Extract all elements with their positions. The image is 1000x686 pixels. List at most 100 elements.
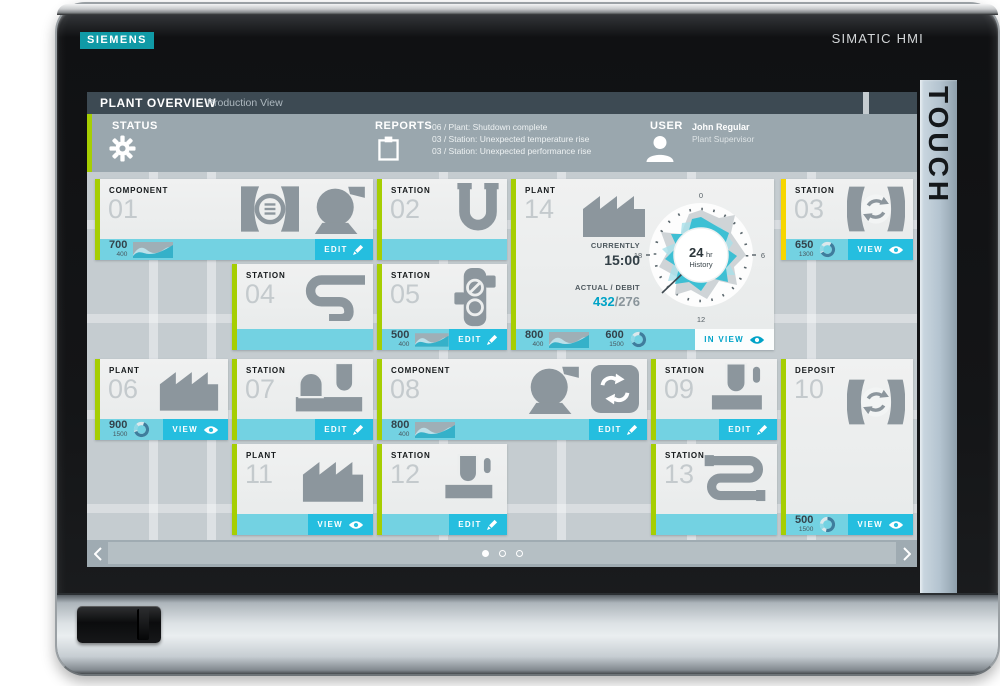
currently-label: CURRENTLY [590, 241, 640, 250]
person-icon[interactable] [644, 134, 676, 162]
view-button-label: VIEW [857, 245, 883, 254]
sparkline-chart [549, 331, 590, 348]
factory-icon [159, 372, 219, 411]
view-button[interactable]: VIEW [163, 419, 228, 440]
view-button[interactable]: VIEW [848, 514, 913, 535]
s-pipe-icon [305, 274, 365, 321]
tile-plant-06[interactable]: PLANT 06 900 1500 VIEW [95, 359, 228, 440]
tile-type-label: STATION [391, 451, 431, 460]
badge-value: 900 [109, 419, 128, 432]
view-button[interactable]: VIEW [848, 239, 913, 260]
user-role: Plant Supervisor [692, 134, 755, 144]
pagination-dot[interactable] [481, 550, 489, 557]
edit-button[interactable]: EDIT [589, 419, 647, 440]
edit-button[interactable]: EDIT [315, 419, 373, 440]
tile-type-label: PLANT [525, 186, 556, 195]
tile-station-09[interactable]: STATION 09 EDIT [651, 359, 777, 440]
factory-icon [302, 461, 364, 502]
tile-status-bar [656, 514, 777, 535]
header-bar: STATUS REPORTS [87, 114, 917, 172]
tile-component-01[interactable]: COMPONENT 01 700 [95, 179, 373, 260]
pencil-icon [486, 334, 497, 345]
view-button-label: VIEW [317, 520, 343, 529]
tile-number: 01 [108, 194, 139, 224]
tile-station-02[interactable]: STATION 02 [377, 179, 507, 260]
edit-button[interactable]: EDIT [315, 239, 373, 260]
clipboard-icon[interactable] [378, 136, 399, 161]
tile-station-05[interactable]: STATION 05 500 400 [377, 264, 507, 350]
report-item[interactable]: 03 / Station: Unexpected temperature ris… [432, 134, 590, 144]
value-badge: 600 1500 [605, 330, 623, 349]
report-item[interactable]: 03 / Station: Unexpected performance ris… [432, 146, 592, 156]
pencil-icon [486, 519, 497, 530]
tile-status-bar: 800 400 600 1500 IN VI [516, 329, 774, 350]
tile-number: 08 [390, 374, 421, 404]
tile-plant-11[interactable]: PLANT 11 VIEW [232, 444, 373, 535]
badge-sub: 400 [532, 341, 544, 349]
siemens-logo: SIEMENS [80, 32, 155, 49]
value-badge: 650 1300 [795, 240, 813, 259]
value-badge: 900 1500 [109, 420, 127, 439]
radar-clock-label: 18 [634, 251, 642, 260]
eye-icon [348, 520, 364, 529]
view-button[interactable]: VIEW [308, 514, 373, 535]
reports-label: REPORTS [375, 120, 433, 132]
next-page-button[interactable] [896, 540, 917, 567]
tile-number: 05 [390, 279, 421, 309]
pagination-dot[interactable] [515, 550, 523, 557]
tile-status-bar: EDIT [656, 419, 777, 440]
usb-cover[interactable] [77, 606, 161, 643]
tile-status-bar: 800 400 EDIT [382, 419, 647, 440]
edit-button[interactable]: EDIT [719, 419, 777, 440]
tile-station-07[interactable]: STATION 07 EDIT [232, 359, 373, 440]
edit-button[interactable]: EDIT [449, 514, 507, 535]
badge-value: 600 [605, 329, 624, 342]
tile-station-12[interactable]: STATION 12 EDIT [377, 444, 507, 535]
page-subtitle[interactable]: Production View [207, 97, 283, 109]
tile-station-13[interactable]: STATION 13 [651, 444, 777, 535]
prev-page-button[interactable] [87, 540, 108, 567]
edit-button[interactable]: EDIT [449, 329, 507, 350]
user-label: USER [650, 120, 683, 132]
pencil-icon [352, 244, 363, 255]
device-frame: SIEMENS SIMATIC HMI PLANT OVERVIEW Produ… [55, 2, 1000, 676]
edit-button-label: EDIT [598, 425, 622, 434]
tile-plant-14[interactable]: PLANT 14 CURRENTLY 15:00 ACTUAL / DEBIT … [511, 179, 774, 350]
tile-deposit-10[interactable]: DEPOSIT 10 500 1500 [781, 359, 913, 535]
tile-number: 14 [524, 194, 555, 224]
tile-station-04[interactable]: STATION 04 [232, 264, 373, 350]
gear-icon[interactable] [109, 135, 136, 162]
edit-button-label: EDIT [324, 245, 348, 254]
tile-status-bar: EDIT [237, 419, 373, 440]
tile-status-bar: EDIT [382, 514, 507, 535]
debit-value: /276 [614, 294, 640, 309]
chevron-right-icon [902, 546, 911, 561]
pipe-decoration [439, 172, 448, 540]
badge-value: 500 [391, 329, 410, 342]
history-value: 24 [689, 245, 704, 260]
tile-component-08[interactable]: COMPONENT 08 800 400 [377, 359, 647, 440]
tile-type-label: PLANT [109, 366, 140, 375]
value-badge: 500 400 [391, 330, 409, 349]
tile-status-bar: 500 1500 VIEW [786, 514, 913, 535]
value-badge: 800 400 [525, 330, 543, 349]
touch-label: TOUCH [923, 86, 954, 206]
clock-radar: 24 hr History 0 6 12 18 [634, 191, 765, 324]
badge-sub: 1500 [112, 431, 128, 439]
currently-value: 15:00 [604, 252, 640, 268]
tile-status-bar: 500 400 EDIT [382, 329, 507, 350]
edit-button-label: EDIT [728, 425, 752, 434]
report-item[interactable]: 06 / Plant: Shutdown complete [432, 122, 548, 132]
reports-list: 06 / Plant: Shutdown complete 03 / Stati… [432, 121, 591, 157]
edit-button-label: EDIT [458, 520, 482, 529]
tile-number: 12 [390, 459, 421, 489]
view-button-label: VIEW [857, 520, 883, 529]
edit-button-label: EDIT [324, 425, 348, 434]
in-view-button[interactable]: IN VIEW [695, 329, 774, 350]
titlebar-right-panel[interactable] [869, 92, 917, 114]
pagination-dot[interactable] [498, 550, 506, 557]
sparkline-chart [415, 421, 456, 438]
tile-station-03[interactable]: STATION 03 650 1300 [781, 179, 913, 260]
actual-value: 432 [592, 294, 615, 309]
badge-sub: 1500 [798, 526, 814, 534]
